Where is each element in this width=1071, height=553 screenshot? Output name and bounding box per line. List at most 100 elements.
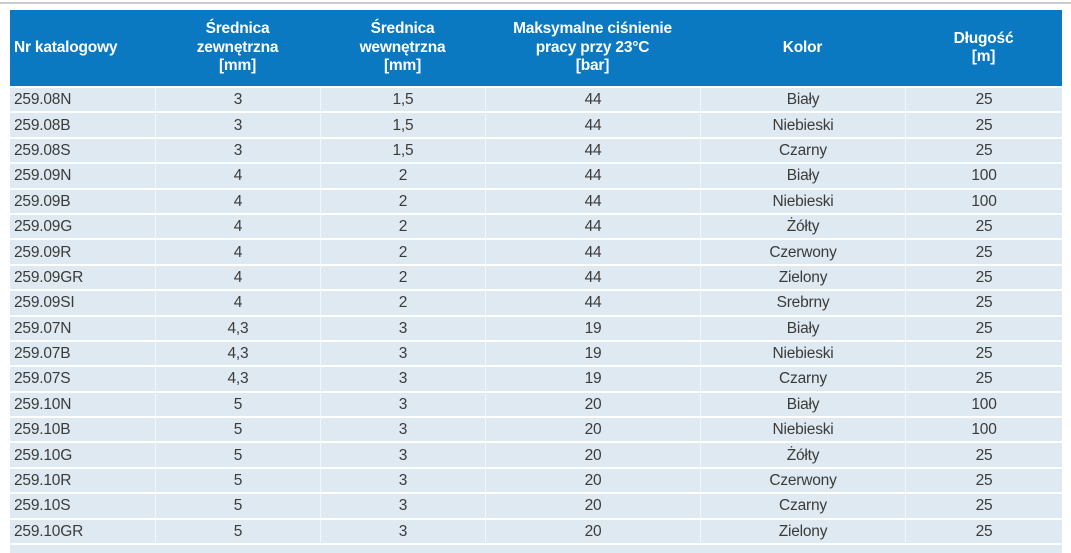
top-rule [0, 2, 1071, 4]
cell-srednica-wewnetrzna: 3 [320, 339, 485, 366]
cell-srednica-wewnetrzna: 3 [320, 314, 485, 340]
cell-kolor: Czerwony [700, 466, 905, 493]
table-row: 259.10R 5 3 20 Czerwony 25 [10, 466, 1062, 493]
cell-dlugosc: 25 [905, 517, 1062, 544]
table-row: 259.08B 3 1,5 44 Niebieski 25 [10, 111, 1062, 137]
cell-kolor: Czarny [700, 365, 905, 391]
cell-maksymalne-cisnienie: 20 [485, 517, 700, 544]
cell-srednica-wewnetrzna: 3 [320, 466, 485, 493]
cell-nr-katalogowy: 259.10S [10, 492, 155, 518]
cell-maksymalne-cisnienie: 20 [485, 492, 700, 518]
cell-nr-katalogowy: 259.09SI [10, 289, 155, 315]
col-header-dlugosc: Długość [m] [905, 10, 1062, 86]
cell-nr-katalogowy: 259.07B [10, 339, 155, 366]
cell-kolor: Srebrny [700, 289, 905, 315]
table-row: 259.08S 3 1,5 44 Czarny 25 [10, 136, 1062, 163]
cell-maksymalne-cisnienie: 44 [485, 187, 700, 213]
cell-kolor: Zielony [700, 263, 905, 290]
cell-kolor: Biały [700, 390, 905, 417]
cell-srednica-wewnetrzna: 2 [320, 212, 485, 239]
cell-dlugosc: 25 [905, 492, 1062, 518]
cell-nr-katalogowy: 259.10N [10, 390, 155, 417]
cell-kolor: Biały [700, 314, 905, 340]
cell-srednica-wewnetrzna: 3 [320, 365, 485, 391]
cell-maksymalne-cisnienie: 44 [485, 263, 700, 290]
cell-srednica-zewnetrzna: 4,3 [155, 339, 320, 366]
table-row: 259.09R 4 2 44 Czerwony 25 [10, 238, 1062, 264]
col-header-maksymalne-cisnienie: Maksymalne ciśnienie pracy przy 23°C [ba… [485, 10, 700, 86]
cell-srednica-zewnetrzna: 5 [155, 441, 320, 467]
table-row: 259.09N 4 2 44 Biały 100 [10, 162, 1062, 188]
cell-nr-katalogowy: 259.08S [10, 136, 155, 163]
cell-kolor: Niebieski [700, 416, 905, 442]
cell-maksymalne-cisnienie: 44 [485, 162, 700, 188]
cell-srednica-wewnetrzna: 2 [320, 289, 485, 315]
cell-maksymalne-cisnienie: 44 [485, 212, 700, 239]
cell-nr-katalogowy: 259.07N [10, 314, 155, 340]
table-row: 259.07B 4,3 3 19 Niebieski 25 [10, 339, 1062, 366]
cell-srednica-zewnetrzna: 4 [155, 289, 320, 315]
partial-next-row [10, 545, 1062, 553]
cell-nr-katalogowy: 259.10B [10, 416, 155, 442]
cell-kolor: Żółty [700, 212, 905, 239]
cell-srednica-zewnetrzna: 5 [155, 517, 320, 544]
cell-maksymalne-cisnienie: 19 [485, 314, 700, 340]
cell-kolor: Żółty [700, 441, 905, 467]
cell-dlugosc: 25 [905, 238, 1062, 264]
header-row: Nr katalogowy Średnica zewnętrzna [mm] Ś… [10, 10, 1062, 86]
cell-maksymalne-cisnienie: 44 [485, 289, 700, 315]
cell-dlugosc: 25 [905, 314, 1062, 340]
table-row: 259.08N 3 1,5 44 Biały 25 [10, 86, 1062, 112]
cell-srednica-wewnetrzna: 1,5 [320, 86, 485, 112]
cell-kolor: Niebieski [700, 339, 905, 366]
table-row: 259.10GR 5 3 20 Zielony 25 [10, 517, 1062, 544]
table-row: 259.10S 5 3 20 Czarny 25 [10, 492, 1062, 518]
col-header-srednica-wewnetrzna: Średnica wewnętrzna [mm] [320, 10, 485, 86]
cell-srednica-wewnetrzna: 3 [320, 517, 485, 544]
cell-srednica-zewnetrzna: 5 [155, 390, 320, 417]
cell-srednica-wewnetrzna: 1,5 [320, 136, 485, 163]
cell-srednica-zewnetrzna: 4 [155, 238, 320, 264]
table-row: 259.09B 4 2 44 Niebieski 100 [10, 187, 1062, 213]
cell-kolor: Czarny [700, 136, 905, 163]
cell-srednica-wewnetrzna: 3 [320, 416, 485, 442]
cell-dlugosc: 25 [905, 339, 1062, 366]
cell-srednica-wewnetrzna: 3 [320, 390, 485, 417]
cell-dlugosc: 100 [905, 390, 1062, 417]
cell-dlugosc: 100 [905, 187, 1062, 213]
cell-srednica-zewnetrzna: 4 [155, 212, 320, 239]
table-body: 259.08N 3 1,5 44 Biały 25 259.08B 3 1,5 … [10, 86, 1062, 544]
cell-srednica-zewnetrzna: 4,3 [155, 365, 320, 391]
cell-srednica-wewnetrzna: 2 [320, 162, 485, 188]
cell-nr-katalogowy: 259.10G [10, 441, 155, 467]
table-row: 259.09GR 4 2 44 Zielony 25 [10, 263, 1062, 290]
col-header-kolor: Kolor [700, 10, 905, 86]
catalog-table: Nr katalogowy Średnica zewnętrzna [mm] Ś… [10, 10, 1062, 544]
cell-dlugosc: 25 [905, 365, 1062, 391]
cell-srednica-wewnetrzna: 3 [320, 492, 485, 518]
cell-srednica-wewnetrzna: 2 [320, 187, 485, 213]
col-header-srednica-zewnetrzna: Średnica zewnętrzna [mm] [155, 10, 320, 86]
cell-maksymalne-cisnienie: 44 [485, 136, 700, 163]
table-row: 259.10N 5 3 20 Biały 100 [10, 390, 1062, 417]
cell-srednica-wewnetrzna: 1,5 [320, 111, 485, 137]
cell-srednica-zewnetrzna: 5 [155, 466, 320, 493]
cell-srednica-wewnetrzna: 3 [320, 441, 485, 467]
cell-maksymalne-cisnienie: 44 [485, 238, 700, 264]
table-row: 259.10G 5 3 20 Żółty 25 [10, 441, 1062, 467]
cell-kolor: Czarny [700, 492, 905, 518]
cell-srednica-zewnetrzna: 4 [155, 187, 320, 213]
cell-dlugosc: 25 [905, 263, 1062, 290]
cell-srednica-zewnetrzna: 4 [155, 162, 320, 188]
cell-dlugosc: 25 [905, 441, 1062, 467]
table-row: 259.07S 4,3 3 19 Czarny 25 [10, 365, 1062, 391]
cell-kolor: Niebieski [700, 111, 905, 137]
cell-maksymalne-cisnienie: 44 [485, 86, 700, 112]
cell-dlugosc: 25 [905, 466, 1062, 493]
cell-maksymalne-cisnienie: 20 [485, 390, 700, 417]
cell-kolor: Biały [700, 162, 905, 188]
cell-nr-katalogowy: 259.09R [10, 238, 155, 264]
cell-srednica-zewnetrzna: 5 [155, 492, 320, 518]
cell-srednica-wewnetrzna: 2 [320, 263, 485, 290]
